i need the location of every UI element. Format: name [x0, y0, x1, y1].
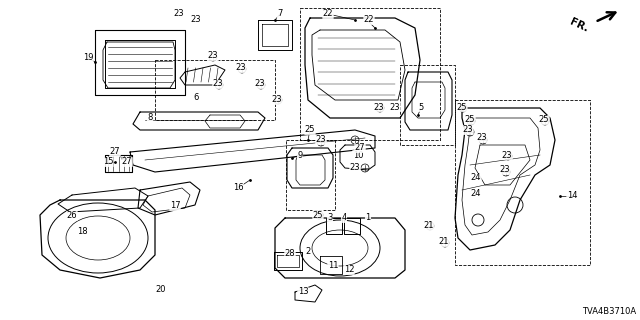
Text: 23: 23	[316, 135, 326, 145]
Text: 12: 12	[344, 266, 355, 275]
Text: 23: 23	[173, 10, 184, 19]
Text: 16: 16	[233, 183, 243, 193]
Text: 24: 24	[471, 189, 481, 198]
Text: 23: 23	[463, 125, 474, 134]
Text: 23: 23	[500, 165, 510, 174]
Text: 23: 23	[255, 79, 266, 89]
Text: FR.: FR.	[568, 16, 590, 34]
Text: 23: 23	[236, 63, 246, 73]
Text: 21: 21	[424, 221, 435, 230]
Text: 23: 23	[272, 95, 282, 105]
Text: 25: 25	[305, 125, 316, 134]
Text: 6: 6	[193, 92, 198, 101]
Text: 25: 25	[313, 211, 323, 220]
Text: 27: 27	[109, 148, 120, 156]
Text: 14: 14	[567, 191, 577, 201]
Text: 27: 27	[122, 157, 132, 166]
Text: 25: 25	[539, 116, 549, 124]
Text: 22: 22	[364, 15, 374, 25]
Text: 23: 23	[390, 102, 400, 111]
Text: 23: 23	[191, 15, 202, 25]
Text: 1: 1	[365, 213, 371, 222]
Text: 27: 27	[355, 143, 365, 153]
Text: 2: 2	[305, 247, 310, 257]
Text: 8: 8	[147, 114, 153, 123]
Text: 23: 23	[374, 102, 384, 111]
Text: 23: 23	[208, 52, 218, 60]
Text: 25: 25	[457, 102, 467, 111]
Text: 23: 23	[502, 150, 512, 159]
Text: 23: 23	[477, 133, 487, 142]
Text: 28: 28	[285, 250, 295, 259]
Text: 5: 5	[419, 102, 424, 111]
Text: 21: 21	[439, 237, 449, 246]
Text: TVA4B3710A: TVA4B3710A	[582, 307, 636, 316]
Text: 13: 13	[298, 287, 308, 297]
Text: 20: 20	[156, 284, 166, 293]
Text: 4: 4	[341, 213, 347, 222]
Text: 23: 23	[212, 79, 223, 89]
Text: 11: 11	[328, 260, 339, 269]
Text: 10: 10	[353, 150, 364, 159]
Text: 19: 19	[83, 53, 93, 62]
Text: 25: 25	[465, 116, 476, 124]
Text: 23: 23	[349, 164, 360, 172]
Text: 22: 22	[323, 10, 333, 19]
Text: 15: 15	[103, 157, 113, 166]
Text: 3: 3	[327, 213, 333, 222]
Text: 17: 17	[170, 202, 180, 211]
Text: 26: 26	[67, 212, 77, 220]
Text: 18: 18	[77, 228, 87, 236]
Text: 24: 24	[471, 173, 481, 182]
Text: 9: 9	[298, 150, 303, 159]
Text: 7: 7	[277, 10, 283, 19]
